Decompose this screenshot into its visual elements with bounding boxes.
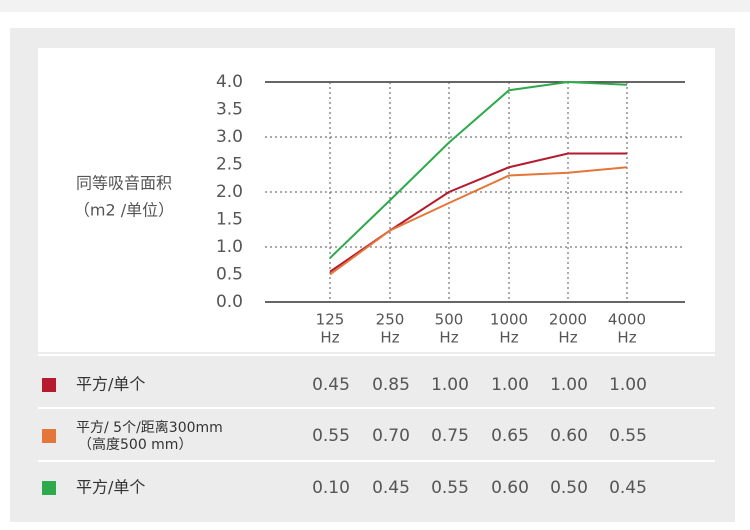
y-tick-label: 1.0 — [216, 237, 243, 257]
x-unit-label: Hz — [439, 329, 458, 347]
y-tick-label: 0.5 — [216, 265, 243, 285]
x-tick-label: 4000 — [608, 311, 646, 329]
table-cell: 0.85 — [372, 375, 410, 395]
table-cell: 1.00 — [431, 375, 469, 395]
table-cell: 0.45 — [609, 478, 647, 498]
legend-swatch — [42, 481, 56, 495]
table-cell: 0.45 — [372, 478, 410, 498]
x-unit-label: Hz — [617, 329, 636, 347]
x-unit-label: Hz — [499, 329, 518, 347]
table-cell: 0.65 — [491, 426, 529, 446]
y-tick-label: 3.0 — [216, 127, 243, 147]
table-cell: 1.00 — [491, 375, 529, 395]
series-line — [329, 80, 628, 259]
y-label: （m2 /单位） — [74, 201, 174, 220]
x-tick-label: 2000 — [549, 311, 587, 329]
y-label: 同等吸音面积 — [76, 174, 172, 193]
table-cell: 1.00 — [550, 375, 588, 395]
y-tick-label: 2.5 — [216, 155, 243, 175]
legend-swatch — [42, 378, 56, 392]
y-tick-label: 2.0 — [216, 182, 243, 202]
x-tick-label: 1000 — [490, 311, 528, 329]
top-band — [0, 0, 750, 12]
x-tick-label: 500 — [435, 311, 464, 329]
table-cell: 0.55 — [312, 426, 350, 446]
y-tick-label: 4.0 — [216, 72, 243, 92]
x-tick-label: 250 — [376, 311, 405, 329]
table-cell: 0.70 — [372, 426, 410, 446]
x-unit-label: Hz — [558, 329, 577, 347]
x-tick-label: 125 — [316, 311, 345, 329]
legend-label: 平方/单个 — [76, 375, 145, 394]
legend-label: 平方/单个 — [76, 478, 145, 497]
table-cell: 0.60 — [550, 426, 588, 446]
table-cell: 0.55 — [431, 478, 469, 498]
legend-label: （高度500 mm） — [78, 436, 192, 453]
legend-label: 平方/ 5个/距离300mm — [76, 419, 223, 436]
legend-swatch — [42, 429, 56, 443]
y-tick-label: 3.5 — [216, 100, 243, 120]
table-cell: 0.10 — [312, 478, 350, 498]
table-cell: 0.45 — [312, 375, 350, 395]
y-tick-label: 1.5 — [216, 210, 243, 230]
table-cell: 0.75 — [431, 426, 469, 446]
table-cell: 0.50 — [550, 478, 588, 498]
table-cell: 1.00 — [609, 375, 647, 395]
x-unit-label: Hz — [320, 329, 339, 347]
series-line — [329, 166, 628, 276]
y-tick-label: 0.0 — [216, 292, 243, 312]
table-cell: 0.60 — [491, 478, 529, 498]
table-cell: 0.55 — [609, 426, 647, 446]
x-unit-label: Hz — [380, 329, 399, 347]
